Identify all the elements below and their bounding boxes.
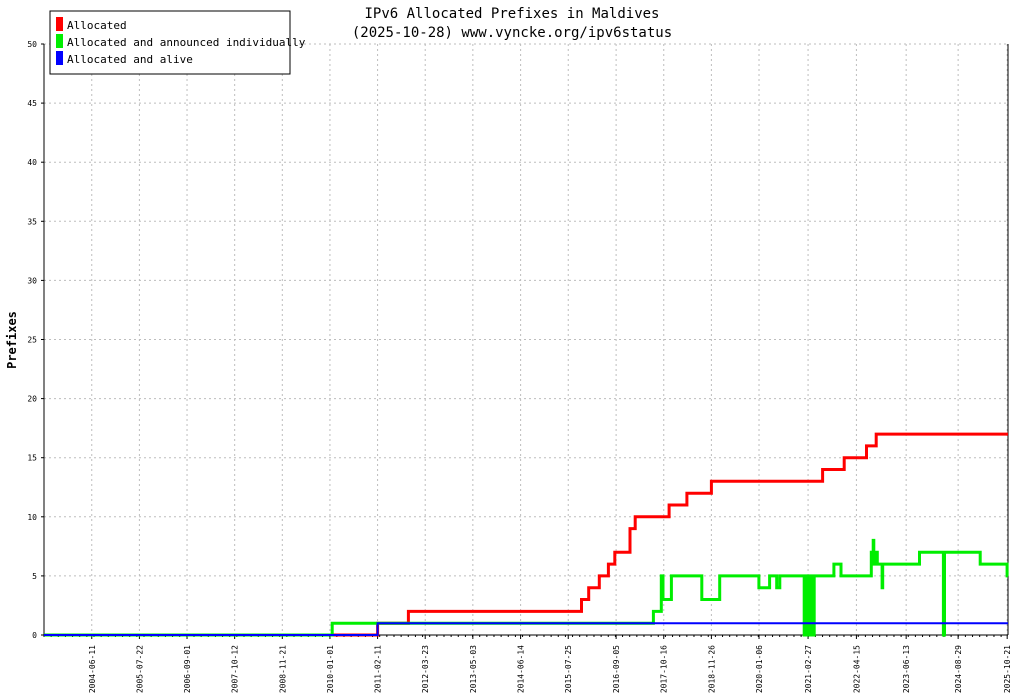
x-tick-label: 2016-09-05 [612,645,621,693]
x-tick-label: 2006-09-01 [183,645,192,693]
chart-title: IPv6 Allocated Prefixes in Maldives [364,6,659,22]
series-line-1 [44,538,1009,637]
y-tick-label: 25 [27,336,37,345]
x-tick-label: 2010-01-01 [326,645,335,693]
y-tick-label: 50 [27,40,37,49]
x-tick-label: 2007-10-12 [231,645,240,693]
x-tick-label: 2020-01-06 [755,645,764,693]
chart-subtitle: (2025-10-28) www.vyncke.org/ipv6status [352,25,672,41]
y-axis-label: Prefixes [5,311,19,369]
legend-swatch-announced [56,34,63,48]
legend-box [49,10,291,75]
y-tick-label: 30 [27,276,37,285]
y-tick-label: 5 [32,572,37,581]
y-tick-label: 20 [27,395,37,404]
x-tick-label: 2015-07-25 [564,645,573,693]
x-tick-label: 2005-07-22 [135,645,144,693]
x-tick-label: 2011-02-11 [374,645,383,693]
x-tick-label: 2008-11-21 [278,645,287,693]
x-tick-label: 2022-04-15 [852,645,861,693]
x-tick-label: 2024-08-29 [954,645,963,693]
legend-swatch-alive [56,51,63,65]
x-tick-label: 2013-05-03 [469,645,478,693]
legend-label-alive: Allocated and alive [67,53,193,66]
y-tick-labels: 0 5 10 15 20 25 30 35 40 45 50 [27,40,37,640]
legend-label-allocated: Allocated [67,19,127,32]
y-tick-label: 45 [27,99,37,108]
x-tick-label: 2021-02-27 [804,645,813,693]
y-tick-label: 15 [27,454,37,463]
x-tick-label: 2004-06-11 [88,645,97,693]
y-tick-label: 40 [27,158,37,167]
y-tick-label: 0 [32,631,37,640]
x-tick-label: 2018-11-26 [707,645,716,693]
legend-label-announced: Allocated and announced individually [67,36,306,49]
legend: Allocated Allocated and announced indivi… [49,10,306,75]
axes [41,43,1009,639]
x-tick-label: 2025-10-21 [1003,645,1012,693]
y-tick-label: 10 [27,513,37,522]
series-lines [44,432,1009,637]
x-tick-label: 2014-06-14 [517,645,526,693]
y-tick-label: 35 [27,217,37,226]
legend-swatch-allocated [56,17,63,31]
series-line-2 [44,622,1008,636]
series-line-0 [44,432,1008,637]
x-tick-label: 2017-10-16 [660,645,669,693]
x-tick-labels: 2004-06-11 2005-07-22 2006-09-01 2007-10-12… [88,645,1012,693]
grid [44,43,1008,635]
x-tick-label: 2023-06-13 [902,645,911,693]
x-tick-label: 2012-03-23 [421,645,430,693]
